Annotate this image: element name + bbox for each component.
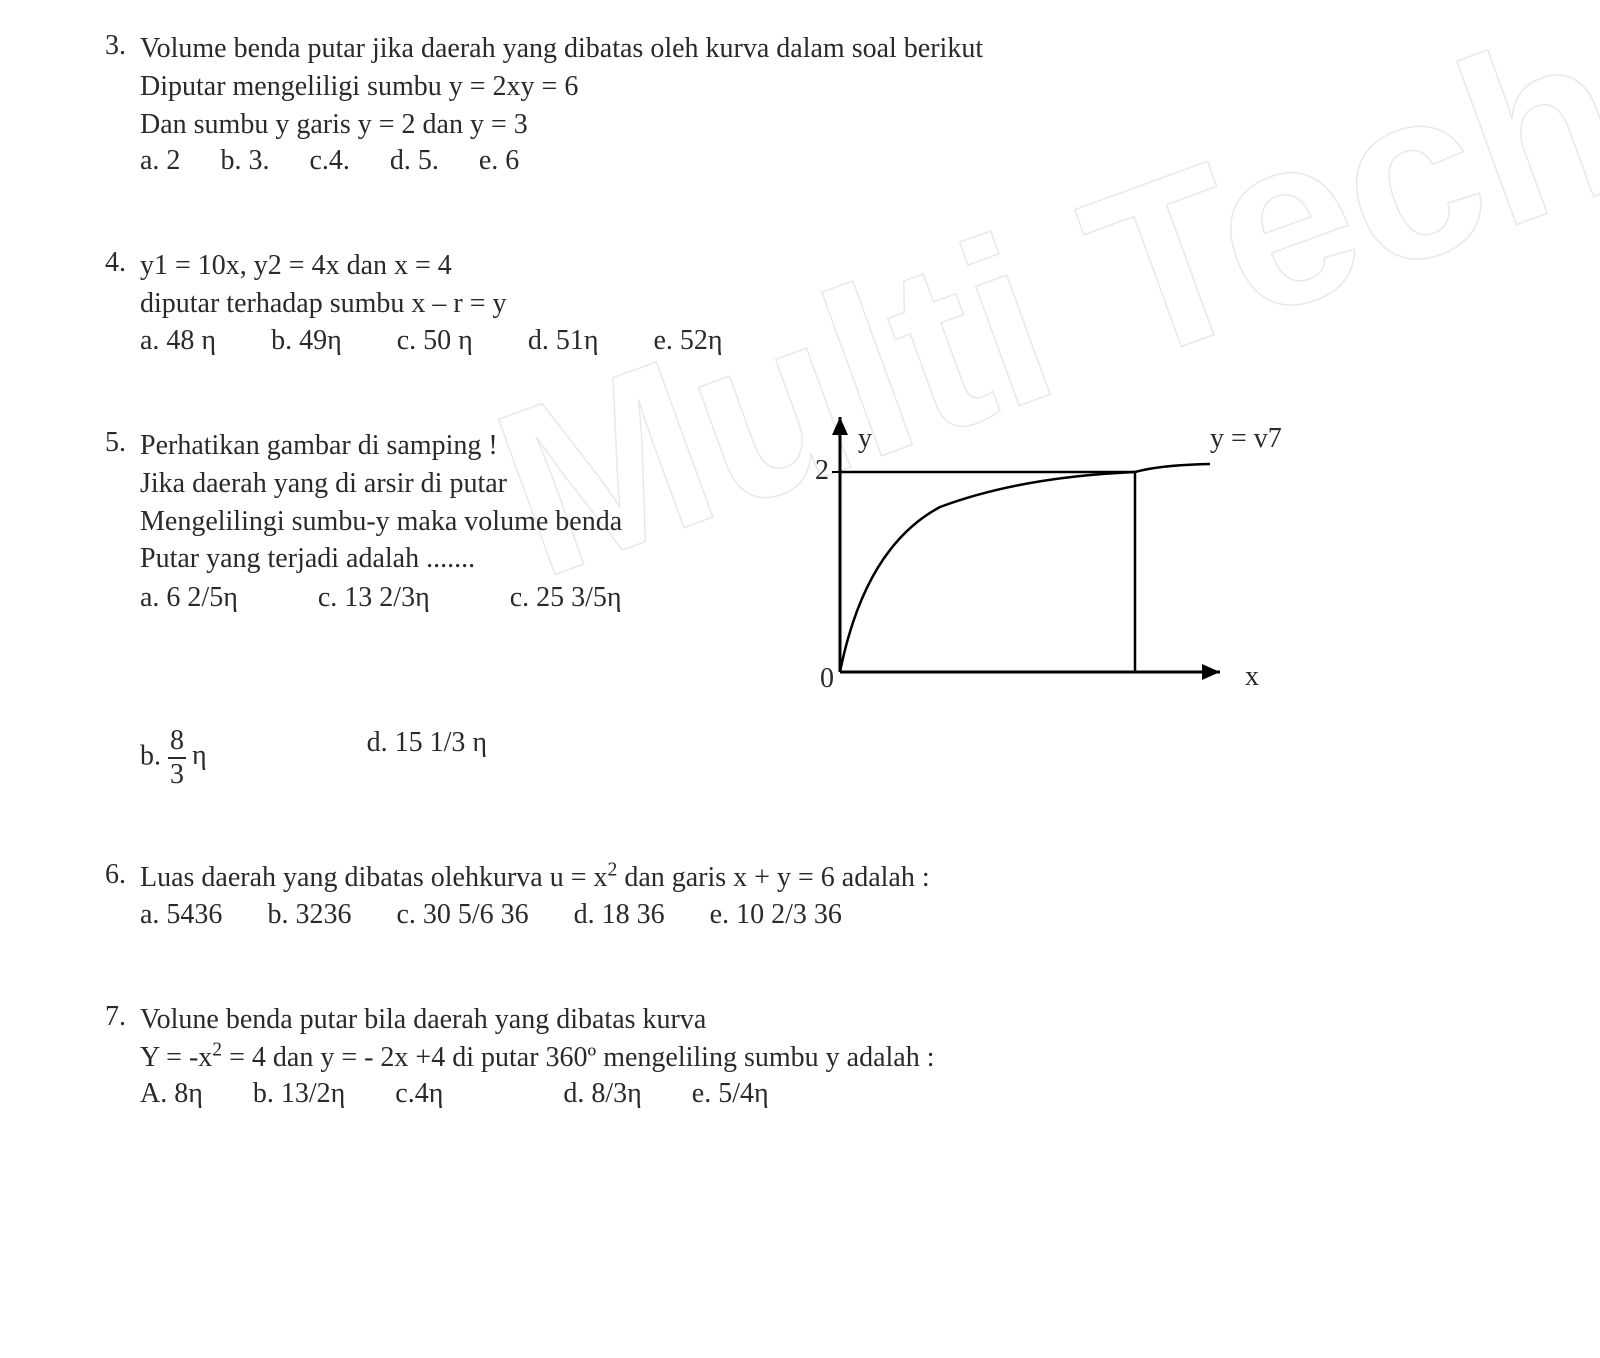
q3-line2: Diputar mengeliligi sumbu y = 2xy = 6 — [140, 68, 1510, 106]
q3-line3: Dan sumbu y garis y = 2 dan y = 3 — [140, 106, 1510, 144]
q6-opt-e: e. 10 2/3 36 — [710, 899, 842, 931]
q5-x-label: x — [1245, 661, 1259, 692]
q4-opt-c: c. 50 η — [397, 325, 473, 357]
q5-y-label: y — [858, 423, 872, 454]
q3-opt-d: d. 5. — [390, 145, 439, 177]
q4-options: a. 48 η b. 49η c. 50 η d. 51η e. 52η — [140, 325, 1510, 357]
q7-opt-d: d. 8/3η — [563, 1078, 641, 1110]
q5-opt-c: c. 13 2/3η — [318, 582, 430, 614]
q6-options: a. 5436 b. 3236 c. 30 5/6 36 d. 18 36 e.… — [140, 899, 1510, 931]
q5-ytick-2: 2 — [815, 455, 829, 486]
q5-graph: y y = v7 2 0 x — [790, 417, 1330, 697]
q7-number: 7. — [90, 1001, 140, 1033]
q7-opt-c: c.4η — [395, 1078, 443, 1110]
q3-line1: Volume benda putar jika daerah yang diba… — [140, 30, 1510, 68]
q5-curve-label: y = v7 — [1210, 423, 1282, 454]
q7-opt-b: b. 13/2η — [253, 1078, 345, 1110]
q7-line1: Volune benda putar bila daerah yang diba… — [140, 1001, 1510, 1039]
question-7: 7. Volune benda putar bila daerah yang d… — [90, 1001, 1510, 1111]
q4-opt-a: a. 48 η — [140, 325, 216, 357]
q6-number: 6. — [90, 859, 140, 891]
q7-options: A. 8η b. 13/2η c.4η d. 8/3η e. 5/4η — [140, 1078, 1510, 1110]
q3-opt-e: e. 6 — [479, 145, 519, 177]
q5-line1: Perhatikan gambar di samping ! — [140, 427, 760, 465]
q4-number: 4. — [90, 247, 140, 279]
q3-opt-a: a. 2 — [140, 145, 180, 177]
q3-opt-b: b. 3. — [220, 145, 269, 177]
q7-opt-e: e. 5/4η — [692, 1078, 769, 1110]
q5-line3: Mengelilingi sumbu-y maka volume benda — [140, 503, 760, 541]
q5-opt-a: a. 6 2/5η — [140, 582, 238, 614]
question-4: 4. y1 = 10x, y2 = 4x dan x = 4 diputar t… — [90, 247, 1510, 357]
q4-line1: y1 = 10x, y2 = 4x dan x = 4 — [140, 247, 1510, 285]
q5-opt-b: b. 8 3η — [140, 727, 207, 789]
q5-origin: 0 — [820, 663, 834, 694]
q6-opt-c: c. 30 5/6 36 — [396, 899, 528, 931]
q6-line1: Luas daerah yang dibatas olehkurva u = x… — [140, 859, 1510, 897]
q3-options: a. 2 b. 3. c.4. d. 5. e. 6 — [140, 145, 1510, 177]
q5-opt-d: d. 15 1/3 η — [367, 727, 487, 789]
q4-opt-b: b. 49η — [271, 325, 342, 357]
q4-opt-e: e. 52η — [653, 325, 722, 357]
q5-options-row2: b. 8 3η d. 15 1/3 η — [140, 727, 1510, 789]
question-5: 5. Perhatikan gambar di samping ! Jika d… — [90, 427, 1510, 789]
q7-opt-a: A. 8η — [140, 1078, 203, 1110]
q5-graph-svg: y y = v7 2 0 x — [790, 417, 1330, 717]
q5-line4: Putar yang terjadi adalah ....... — [140, 540, 760, 578]
q3-opt-c: c.4. — [309, 145, 349, 177]
q5-opt-c2: c. 25 3/5η — [510, 582, 622, 614]
q4-opt-d: d. 51η — [528, 325, 599, 357]
q5-line2: Jika daerah yang di arsir di putar — [140, 465, 760, 503]
q7-line2: Y = -x2 = 4 dan y = - 2x +4 di putar 360… — [140, 1039, 1510, 1077]
q4-line2: diputar terhadap sumbu x – r = y — [140, 285, 1510, 323]
q6-opt-a: a. 5436 — [140, 899, 222, 931]
q3-number: 3. — [90, 30, 140, 62]
question-6: 6. Luas daerah yang dibatas olehkurva u … — [90, 859, 1510, 931]
q5-number: 5. — [90, 427, 140, 459]
q6-opt-d: d. 18 36 — [574, 899, 665, 931]
question-3: 3. Volume benda putar jika daerah yang d… — [90, 30, 1510, 177]
q6-opt-b: b. 3236 — [267, 899, 351, 931]
q5-options-row1: a. 6 2/5η c. 13 2/3η c. 25 3/5η — [140, 582, 760, 614]
